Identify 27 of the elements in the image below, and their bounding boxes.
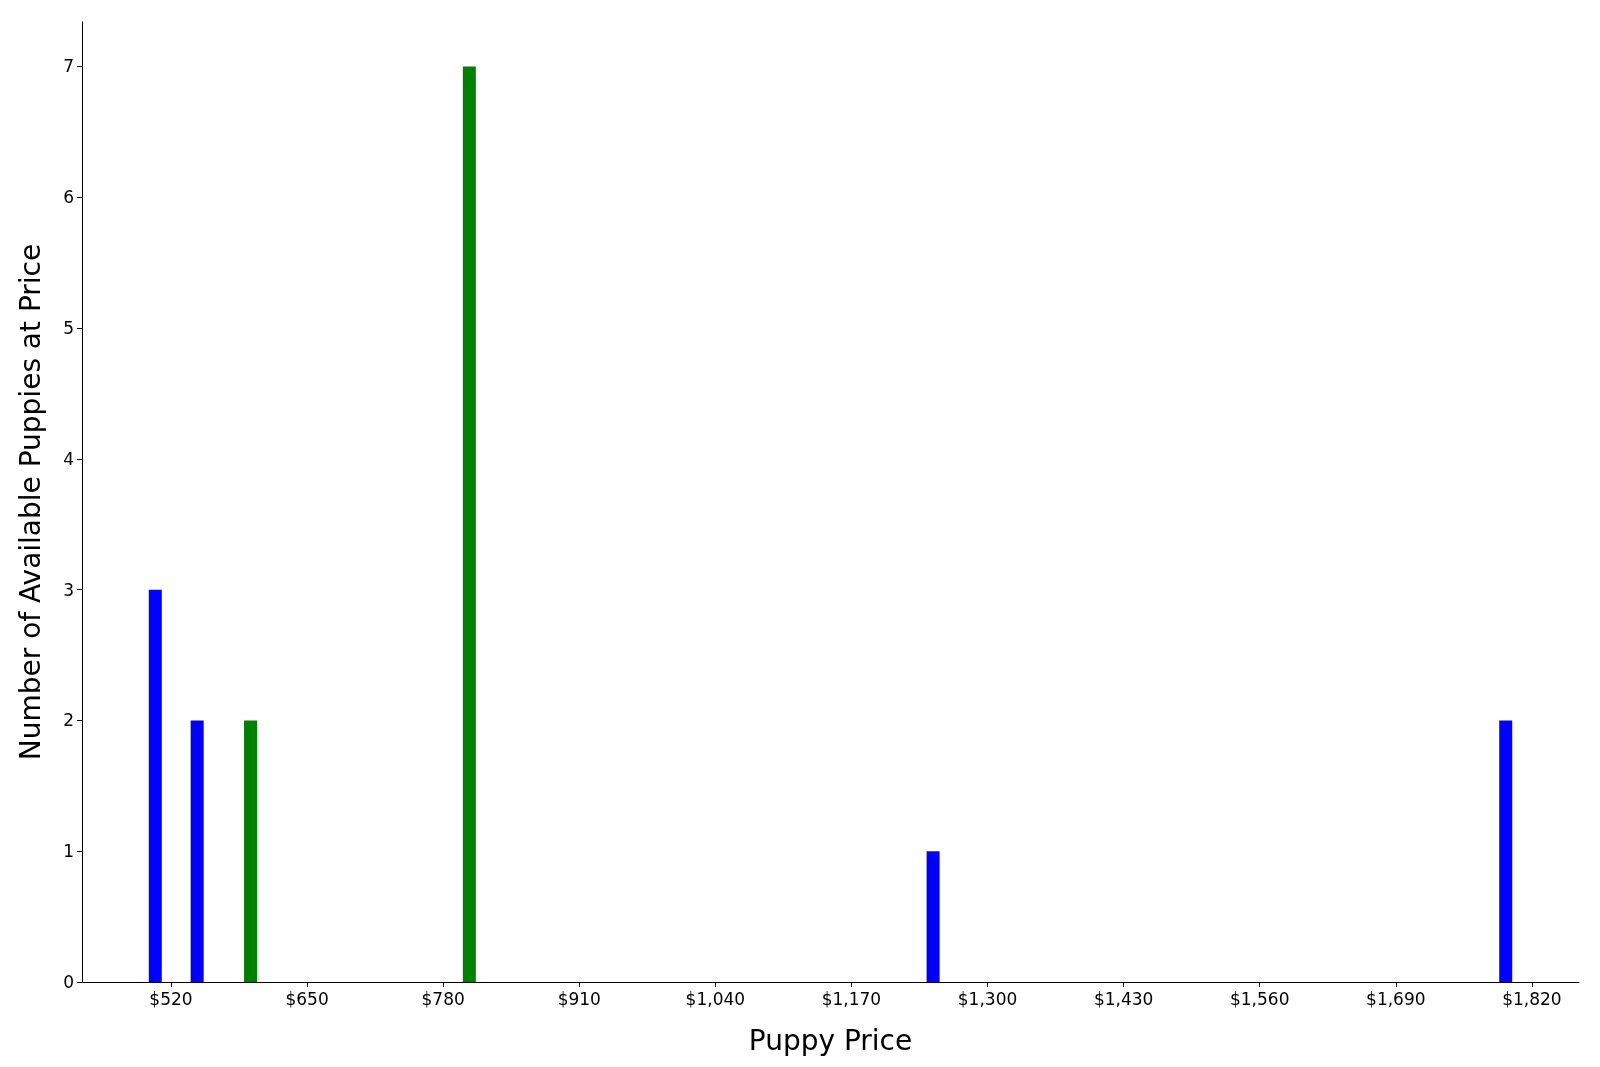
y-tick-label: 3	[63, 579, 74, 600]
x-axis-title: Puppy Price	[748, 1023, 913, 1057]
bar	[926, 851, 940, 982]
x-tick-label: $650	[285, 988, 329, 1009]
y-tick-label: 2	[63, 710, 74, 731]
x-tick-label: $1,040	[685, 988, 746, 1009]
x-tick-label: $910	[557, 988, 601, 1009]
x-tick-label: $520	[149, 988, 193, 1009]
y-tick-label: 6	[63, 187, 74, 208]
y-tick-label: 0	[63, 972, 74, 992]
bar	[190, 720, 204, 982]
bar	[244, 720, 258, 982]
y-tick-label: 5	[63, 318, 74, 339]
x-tick-label: $1,820	[1502, 988, 1562, 1009]
bar	[462, 66, 476, 982]
y-tick-label: 1	[63, 841, 74, 862]
x-tick-label: $1,690	[1366, 988, 1426, 1009]
bar	[148, 589, 162, 982]
x-tick-label: $1,300	[957, 988, 1018, 1009]
bar	[1499, 720, 1513, 982]
x-tick-label: $1,430	[1093, 988, 1154, 1009]
x-tick-label: $1,560	[1229, 988, 1290, 1009]
y-tick-label: 4	[63, 448, 74, 469]
x-tick-label: $1,170	[821, 988, 882, 1009]
y-axis-title: Number of Available Puppies at Price	[13, 243, 47, 761]
x-tick-label: $780	[421, 988, 465, 1009]
y-tick-label: 7	[63, 56, 74, 77]
